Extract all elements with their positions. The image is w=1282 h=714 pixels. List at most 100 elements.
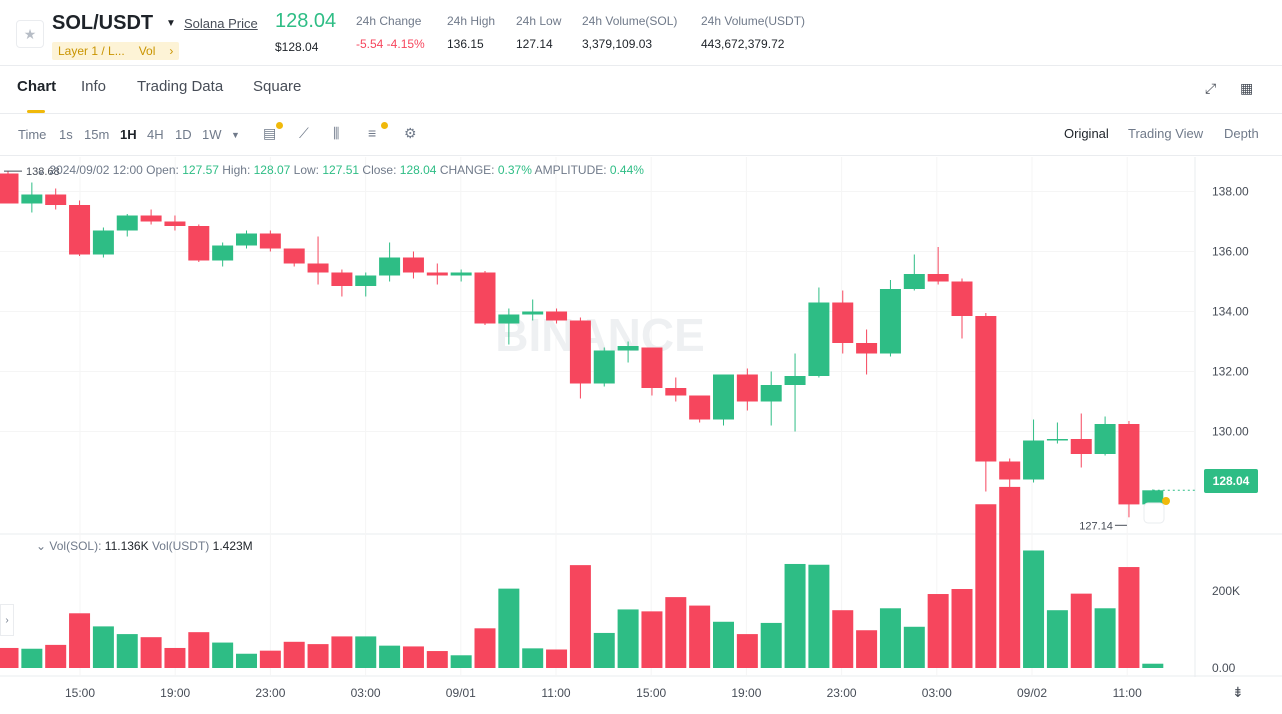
candle-body xyxy=(617,346,639,351)
volume-bar xyxy=(999,486,1021,668)
chart-tabs: Chart Info Trading Data Square xyxy=(0,66,1282,114)
solana-price-link[interactable]: Solana Price xyxy=(184,16,258,31)
candle-body xyxy=(879,289,901,354)
candle-body xyxy=(593,350,615,384)
stat-24h-low: 24h Low 127.14 xyxy=(516,14,561,51)
tab-chart[interactable]: Chart xyxy=(17,78,57,95)
favorite-star-button[interactable]: ★ xyxy=(16,20,44,48)
ohlc-date: 2024/09/02 12:00 xyxy=(49,163,143,177)
volume-bar xyxy=(140,637,162,668)
symbol-selector[interactable]: SOL/USDT xyxy=(52,12,154,34)
time-label[interactable]: Time xyxy=(18,127,47,142)
price-tick-label: 132.00 xyxy=(1212,365,1249,379)
candle-body xyxy=(212,245,234,261)
candle-body xyxy=(951,281,973,316)
tab-info[interactable]: Info xyxy=(81,78,107,95)
candle-body xyxy=(69,205,91,255)
candle-body xyxy=(188,226,210,261)
stat-value: 127.14 xyxy=(516,37,553,51)
timeframe-4h[interactable]: 4H xyxy=(147,127,164,142)
tag-category[interactable]: Layer 1 / L... xyxy=(58,44,125,58)
candle-body xyxy=(1023,440,1045,480)
stat-24h-volume-sol: 24h Volume(SOL) 3,379,109.03 xyxy=(582,14,677,51)
candle-body xyxy=(474,272,496,324)
candle-body xyxy=(379,257,401,276)
volume-bar xyxy=(69,613,91,668)
time-tick-label: 15:00 xyxy=(636,686,666,700)
calendar-icon[interactable]: ▤ xyxy=(263,125,277,141)
volume-bar xyxy=(45,644,67,668)
ohlc-info: ⌄ 2024/09/02 12:00 Open: 127.57 High: 12… xyxy=(36,163,644,177)
vol-sol-label: Vol(SOL): xyxy=(49,539,102,553)
candle-body xyxy=(927,274,949,282)
candle-body xyxy=(1094,424,1116,454)
volume-bar xyxy=(1023,550,1045,668)
price-tick-label: 138.00 xyxy=(1212,185,1249,199)
timeframe-1w[interactable]: 1W xyxy=(202,127,222,142)
last-price-badge: 128.04 xyxy=(1204,469,1258,493)
stat-value: 136.15 xyxy=(447,37,484,51)
timeframe-15m[interactable]: 15m xyxy=(84,127,110,142)
tab-trading-data[interactable]: Trading Data xyxy=(137,78,224,95)
volume-bar xyxy=(259,650,281,668)
timeframe-1s[interactable]: 1s xyxy=(59,127,73,142)
volume-bar xyxy=(450,655,472,668)
candlesticks xyxy=(0,171,1164,518)
time-tick-label: 23:00 xyxy=(255,686,285,700)
caret-down-icon[interactable]: ▼ xyxy=(166,18,176,29)
volume-bar xyxy=(641,611,663,668)
volume-bar xyxy=(808,564,830,668)
timeframe-dropdown-icon[interactable]: ▼ xyxy=(231,130,240,140)
tag-vol[interactable]: Vol xyxy=(138,44,156,58)
chevron-down-icon[interactable]: ⌄ xyxy=(36,163,47,177)
time-axis: 15:00 19:00 23:00 03:00 09/01 11:00 15:00 19:00… xyxy=(65,686,1142,700)
candle-body xyxy=(498,314,520,324)
drawing-tools-icon[interactable]: ≡ xyxy=(368,125,377,141)
last-price-usd: $128.04 xyxy=(275,40,319,54)
axis-settings-icon[interactable]: ⇟ xyxy=(1232,684,1244,700)
view-depth[interactable]: Depth xyxy=(1224,126,1259,141)
volume-bar xyxy=(856,630,878,668)
expand-icon[interactable]: ⤢ xyxy=(1205,80,1217,96)
volume-bar xyxy=(951,589,973,668)
volume-bar xyxy=(116,634,138,668)
vol-usdt-value: 1.423M xyxy=(212,539,253,553)
time-tick-label: 09/01 xyxy=(446,686,476,700)
stat-24h-change: 24h Change -5.54 -4.15% xyxy=(356,14,425,51)
notification-dot xyxy=(381,122,388,129)
candle-body xyxy=(283,248,305,264)
view-trading-view[interactable]: Trading View xyxy=(1128,126,1204,141)
candle-body xyxy=(450,272,472,276)
candle-type-icon[interactable]: ⫼ xyxy=(333,125,340,141)
volume-bar xyxy=(522,648,544,668)
view-original[interactable]: Original xyxy=(1064,126,1109,141)
volume-bar xyxy=(1070,593,1092,668)
timeframe-1h[interactable]: 1H xyxy=(120,127,137,142)
indicator-icon[interactable]: ⟋ xyxy=(299,125,309,141)
candle-body xyxy=(1142,490,1164,505)
market-header: ★ SOL/USDT ▼ Solana Price Layer 1 / L...… xyxy=(0,0,1282,66)
tab-square[interactable]: Square xyxy=(253,78,302,95)
volume-bar xyxy=(0,647,19,668)
stat-24h-high: 24h High 136.15 xyxy=(447,14,495,51)
layout-grid-icon[interactable]: ▦ xyxy=(1240,80,1254,96)
time-tick-label: 19:00 xyxy=(160,686,190,700)
candle-body xyxy=(760,385,782,402)
gear-icon[interactable]: ⚙ xyxy=(404,125,417,141)
volume-bar xyxy=(379,645,401,668)
volume-bar xyxy=(331,636,353,668)
volume-info: ⌄ Vol(SOL): 11.136K Vol(USDT) 1.423M xyxy=(36,539,253,553)
category-tags[interactable]: Layer 1 / L... Vol › xyxy=(52,42,180,60)
volume-bar xyxy=(975,504,997,668)
candle-body xyxy=(426,272,448,276)
change-label: CHANGE: xyxy=(439,163,495,177)
candle-body xyxy=(1118,424,1140,505)
volume-bar xyxy=(355,636,377,668)
candle-body xyxy=(856,343,878,354)
chevron-right-icon[interactable]: › xyxy=(169,44,174,58)
chevron-right-icon[interactable]: › xyxy=(0,604,14,636)
candle-body xyxy=(808,302,830,376)
timeframe-1d[interactable]: 1D xyxy=(175,127,192,142)
chevron-down-icon[interactable]: ⌄ xyxy=(36,539,47,553)
